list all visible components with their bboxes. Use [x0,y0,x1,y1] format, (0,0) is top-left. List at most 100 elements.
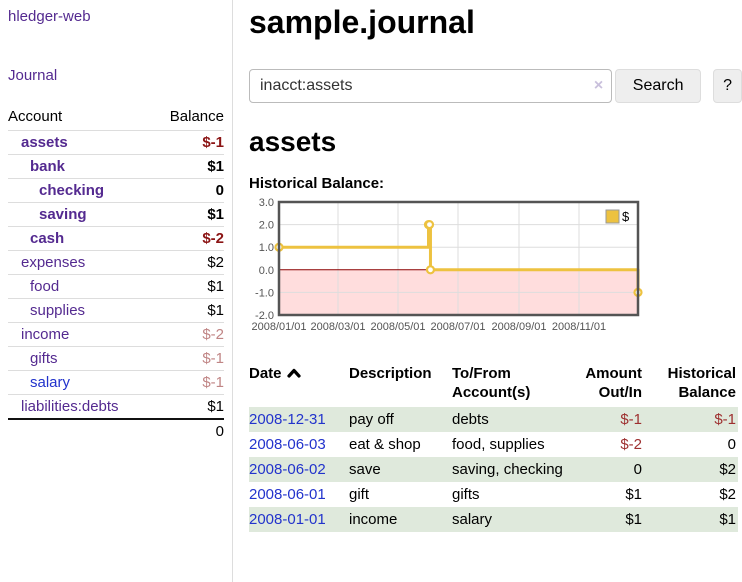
transaction-accounts: debts [452,407,582,432]
account-link[interactable]: cash [30,230,65,247]
account-balance: $1 [207,398,224,415]
transaction-date-link: 2008-06-03 [249,432,349,457]
clear-search-icon[interactable]: × [593,77,604,94]
main-content: sample.journal × Search ? assets Histori… [249,0,742,532]
register-column-header: Amount Out/In [585,365,642,401]
account-row: checking 0 [8,178,224,202]
page-title: sample.journal [249,4,475,40]
account-balance: $1 [207,158,224,175]
register-column-header[interactable]: Date [249,362,349,407]
transaction-date-link: 2008-12-31 [249,407,349,432]
y-tick-label: -1.0 [255,287,274,299]
register-column-header: To/From Account(s) [452,365,531,401]
transaction-description: eat & shop [349,436,421,453]
accounts-total-row: 0 [8,418,224,443]
account-row: cash $-2 [8,226,224,250]
x-tick-label: 2008/01/01 [251,321,306,333]
transaction-amount: 0 [582,457,648,482]
transaction-description: pay off [349,407,452,432]
x-tick-label: 2008/03/01 [310,321,365,333]
account-row: liabilities:debts $1 [8,394,224,418]
account-row: assets $-1 [8,130,224,154]
x-tick-label: 2008/09/01 [491,321,546,333]
account-balance: $-2 [202,326,224,343]
account-balance: $-1 [202,134,224,151]
transaction-date-link[interactable]: 2008-12-31 [249,411,326,428]
transaction-date-link: 2008-06-01 [249,482,349,507]
account-row: income $-2 [8,322,224,346]
transaction-balance: 0 [727,436,736,453]
account-balance: $2 [207,254,224,271]
transaction-balance: $1 [648,507,738,532]
accounts-table-header: Account Balance [8,105,224,130]
transaction-description: gift [349,486,370,503]
sidebar: hledger-web Journal Account Balance asse… [0,0,233,582]
account-balance: $1 [207,302,224,319]
account-row: salary $-1 [8,370,224,394]
transaction-balance: $-1 [648,407,738,432]
transaction-accounts-text: food, supplies [452,436,545,453]
chart-frame [277,200,640,317]
transaction-date-link[interactable]: 2008-06-03 [249,436,326,453]
transaction-balance: $2 [648,457,738,482]
account-link[interactable]: supplies [30,302,86,319]
account-link[interactable]: bank [30,158,66,175]
transaction-accounts-text: debts [452,411,489,428]
transaction-accounts-text: saving, checking [452,461,563,478]
account-link[interactable]: gifts [30,350,58,367]
account-link[interactable]: expenses [21,254,86,271]
account-row: bank $1 [8,154,224,178]
transaction-amount: $-1 [582,407,648,432]
account-balance: $-1 [202,374,224,391]
search-form: × Search ? [249,69,742,103]
account-link[interactable]: assets [21,134,68,151]
help-button[interactable]: ? [713,69,742,103]
account-link[interactable]: income [21,326,70,343]
account-link[interactable]: food [30,278,60,295]
balance-column-header: Balance [169,108,224,125]
account-link[interactable]: salary [30,374,71,391]
transaction-amount: $-2 [620,436,642,453]
accounts-column-header: Account [8,108,63,125]
transaction-row: 2008-12-31 pay off debts $-1 $-1 [249,407,738,432]
search-button[interactable]: Search [615,69,702,103]
account-row: food $1 [8,274,224,298]
transaction-accounts: salary [452,507,582,532]
x-tick-label: 2008/05/01 [370,321,425,333]
app-title-link[interactable]: hledger-web [8,8,91,25]
transaction-accounts: saving, checking [452,457,582,482]
y-tick-label: -2.0 [255,310,274,322]
transaction-accounts-text: gifts [452,486,480,503]
transaction-row: 2008-06-01 gift gifts $1 $2 [249,482,738,507]
account-heading: assets [249,126,337,157]
x-tick-label: 2008/07/01 [430,321,485,333]
transaction-description: save [349,457,452,482]
transaction-date-link[interactable]: 2008-06-02 [249,461,326,478]
account-balance: $-2 [202,230,224,247]
account-link[interactable]: liabilities:debts [21,398,119,415]
register-header-row: Date Description To/From Account(s) Amount … [249,362,738,407]
chart-heading: Historical Balance: [249,175,385,192]
account-link[interactable]: saving [39,206,87,223]
y-tick-label: 0.0 [259,265,274,277]
legend-swatch [605,209,620,224]
search-input[interactable] [249,69,613,103]
transaction-date-link[interactable]: 2008-06-01 [249,486,326,503]
transaction-amount: $1 [582,507,648,532]
data-point [424,220,435,230]
transaction-balance: $2 [719,486,736,503]
transaction-row: 2008-06-02 save saving, checking 0 $2 [249,457,738,482]
y-tick-label: 2.0 [259,220,274,232]
data-point [425,265,436,275]
legend-label: $ [622,209,630,224]
x-tick-label: 2008/11/01 [552,321,606,333]
y-tick-label: 3.0 [259,197,274,209]
register-table: Date Description To/From Account(s) Amount … [249,362,738,532]
transaction-date-link[interactable]: 2008-01-01 [249,511,326,528]
account-row: expenses $2 [8,250,224,274]
sort-ascending-icon [286,368,301,378]
sidebar-item-journal[interactable]: Journal [8,67,58,84]
register-column-header: Description [349,365,432,382]
account-link[interactable]: checking [39,182,105,199]
account-row: saving $1 [8,202,224,226]
